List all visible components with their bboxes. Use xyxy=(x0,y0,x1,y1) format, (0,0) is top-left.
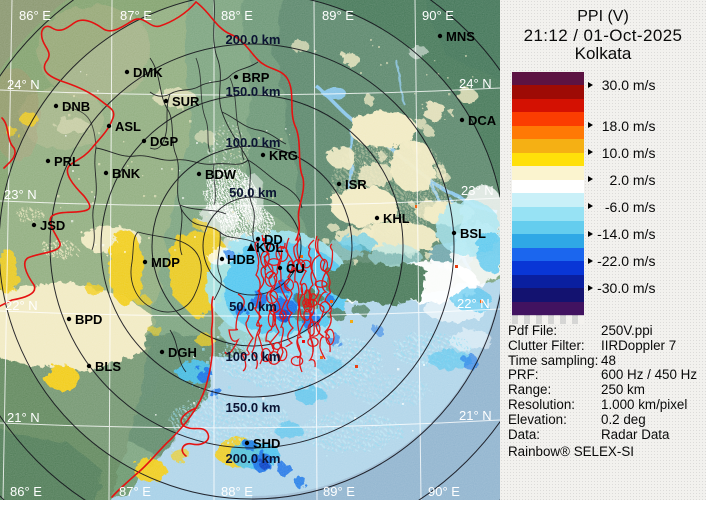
svg-text:MDP: MDP xyxy=(151,255,180,270)
svg-text:CU: CU xyxy=(286,261,305,276)
svg-text:DNB: DNB xyxy=(62,99,90,114)
svg-text:JSD: JSD xyxy=(40,218,65,233)
svg-text:50.0 km: 50.0 km xyxy=(229,185,277,200)
svg-text:89° E: 89° E xyxy=(322,8,354,23)
svg-text:ASL: ASL xyxy=(115,119,141,134)
svg-text:DGP: DGP xyxy=(150,134,179,149)
svg-text:88° E: 88° E xyxy=(221,484,253,499)
svg-text:89° E: 89° E xyxy=(323,484,355,499)
svg-text:22° N: 22° N xyxy=(5,298,38,313)
svg-text:ISR: ISR xyxy=(345,177,367,192)
svg-text:200.0 km: 200.0 km xyxy=(226,32,281,47)
svg-text:SHD: SHD xyxy=(253,436,280,451)
svg-text:21° N: 21° N xyxy=(459,408,492,423)
svg-text:SUR: SUR xyxy=(172,94,200,109)
svg-text:BNK: BNK xyxy=(112,166,141,181)
svg-text:200.0 km: 200.0 km xyxy=(226,451,281,466)
svg-text:87° E: 87° E xyxy=(120,8,152,23)
svg-text:BPD: BPD xyxy=(75,312,102,327)
svg-text:DGH: DGH xyxy=(168,345,197,360)
svg-text:90° E: 90° E xyxy=(428,484,460,499)
svg-text:90° E: 90° E xyxy=(422,8,454,23)
svg-text:87° E: 87° E xyxy=(119,484,151,499)
svg-text:MNS: MNS xyxy=(446,29,475,44)
svg-text:150.0 km: 150.0 km xyxy=(226,400,281,415)
svg-text:BDW: BDW xyxy=(205,167,237,182)
svg-text:100.0 km: 100.0 km xyxy=(226,135,281,150)
svg-text:88° E: 88° E xyxy=(221,8,253,23)
svg-text:150.0 km: 150.0 km xyxy=(226,84,281,99)
svg-text:BLS: BLS xyxy=(95,359,121,374)
svg-text:23° N: 23° N xyxy=(4,187,37,202)
svg-text:KOL: KOL xyxy=(256,240,284,255)
svg-text:DMK: DMK xyxy=(133,65,163,80)
svg-text:100.0 km: 100.0 km xyxy=(226,349,281,364)
svg-text:50.0 km: 50.0 km xyxy=(229,299,277,314)
svg-text:DCA: DCA xyxy=(468,113,497,128)
svg-text:DD: DD xyxy=(264,232,283,247)
svg-text:86° E: 86° E xyxy=(19,8,51,23)
svg-text:HDB: HDB xyxy=(227,252,255,267)
svg-text:KHL: KHL xyxy=(383,211,410,226)
svg-text:KRG: KRG xyxy=(269,148,298,163)
svg-text:23° N: 23° N xyxy=(461,183,494,198)
svg-text:24° N: 24° N xyxy=(7,77,40,92)
svg-text:22° N: 22° N xyxy=(457,296,490,311)
svg-text:24° N: 24° N xyxy=(459,76,492,91)
svg-text:21° N: 21° N xyxy=(7,410,40,425)
svg-text:BSL: BSL xyxy=(460,226,486,241)
svg-text:86° E: 86° E xyxy=(10,484,42,499)
svg-text:BRP: BRP xyxy=(242,70,270,85)
svg-text:PRL: PRL xyxy=(54,154,80,169)
